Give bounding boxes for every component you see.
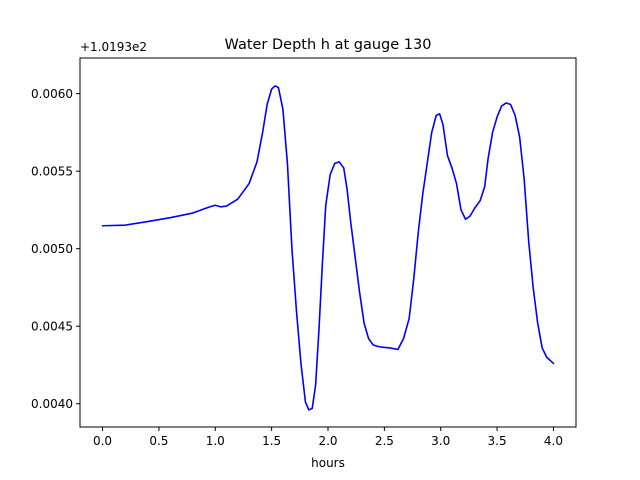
- x-axis-ticks: 0.0 0.5 1.0 1.5 2.0 2.5 3.0 3.5 4.0: [93, 427, 563, 448]
- x-tick-label: 3.0: [431, 434, 450, 448]
- y-tick-label: 0.0055: [31, 165, 73, 179]
- y-axis-ticks: 0.0040 0.0045 0.0050 0.0055 0.0060: [31, 87, 80, 411]
- chart-title: Water Depth h at gauge 130: [225, 37, 432, 53]
- y-tick-label: 0.0040: [31, 397, 73, 411]
- x-tick-label: 2.5: [375, 434, 394, 448]
- y-tick-label: 0.0060: [31, 87, 73, 101]
- x-tick-label: 0.5: [149, 434, 168, 448]
- y-tick-label: 0.0045: [31, 320, 73, 334]
- y-axis-offset-label: +1.0193e2: [80, 40, 147, 54]
- x-axis-label: hours: [311, 456, 345, 470]
- series-line-0: [101, 85, 555, 411]
- x-tick-label: 1.5: [262, 434, 281, 448]
- series-line-group: [101, 85, 555, 411]
- x-tick-label: 3.5: [488, 434, 507, 448]
- y-tick-label: 0.0050: [31, 242, 73, 256]
- x-tick-label: 1.0: [206, 434, 225, 448]
- x-tick-label: 0.0: [93, 434, 112, 448]
- x-tick-label: 2.0: [318, 434, 337, 448]
- x-tick-label: 4.0: [544, 434, 563, 448]
